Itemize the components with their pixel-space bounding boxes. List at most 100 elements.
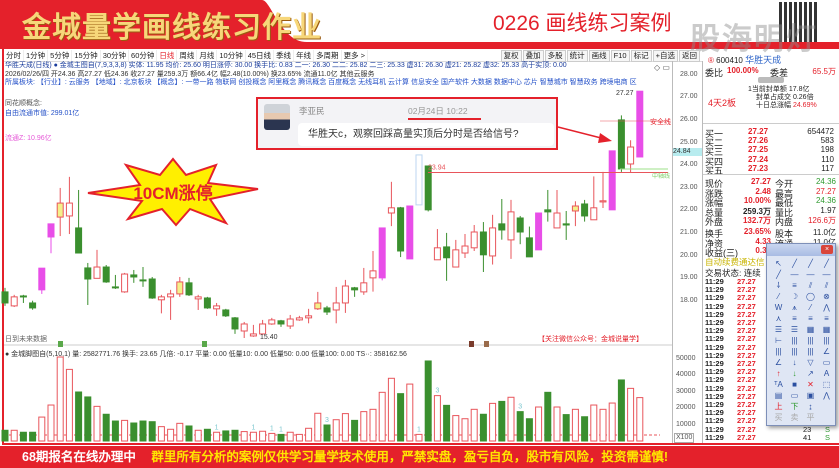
line-icon[interactable]: ╱ (792, 259, 797, 268)
delete-icon[interactable]: ✕ (807, 380, 814, 389)
toolbar-button-0[interactable]: 复权 (500, 50, 522, 62)
hray-icon[interactable]: — (822, 270, 831, 279)
golden-line-icon[interactable]: ☰ (790, 325, 799, 334)
percent-line-icon[interactable]: ☰ (774, 325, 783, 334)
rectangle-icon[interactable]: ▭ (822, 358, 831, 367)
ellipse-icon[interactable]: ⊗ (823, 292, 830, 301)
slant-line-icon[interactable]: ╱ (776, 270, 781, 279)
tab-7[interactable]: 周线 (177, 50, 198, 61)
hide-icon[interactable]: ⬚ (822, 380, 831, 389)
renewal-ad[interactable]: 自动续费通达信 (705, 257, 765, 267)
toolbar-button-5[interactable]: F10 (610, 50, 630, 62)
angle-icon[interactable]: ∠ (822, 347, 831, 356)
tab-8[interactable]: 月线 (197, 50, 218, 61)
hline-icon[interactable]: — (790, 270, 799, 279)
tab-0[interactable]: 分时 (4, 50, 24, 61)
toolbar-button-3[interactable]: 统计 (566, 50, 588, 62)
candle-body (10, 296, 18, 307)
both-tag-icon[interactable]: ↨ (808, 402, 813, 411)
buy-icon[interactable]: 买 (774, 413, 783, 422)
time-zone-icon[interactable]: ||| (775, 347, 782, 356)
tab-2[interactable]: 5分钟 (48, 50, 73, 61)
channel-icon[interactable]: ⫽ (824, 281, 829, 290)
close-icon[interactable]: × (821, 245, 833, 254)
candle-body (176, 281, 184, 295)
fib-time-icon[interactable]: ||| (807, 336, 814, 345)
parallel-icon[interactable]: ⫽ (808, 281, 813, 290)
tab-9[interactable]: 10分钟 (217, 50, 246, 61)
fib-arc-icon[interactable]: ≡ (824, 314, 829, 323)
diamond-icon[interactable]: ◇ ▭ (654, 63, 670, 72)
picture-icon[interactable]: ▣ (806, 391, 815, 400)
text-box-icon[interactable]: ᵀA (774, 380, 783, 389)
trend-icon[interactable]: ⁄ (809, 303, 812, 312)
segment-icon[interactable]: ╱ (824, 259, 829, 268)
toolbar-button-7[interactable]: +自选 (652, 50, 678, 62)
grid2-icon[interactable]: ▦ (822, 325, 831, 334)
fill-icon[interactable]: ■ (792, 380, 797, 389)
tab-1[interactable]: 1分钟 (24, 50, 49, 61)
tab-4[interactable]: 30分钟 (101, 50, 130, 61)
arc-icon[interactable]: ☽ (790, 292, 799, 301)
tab-10[interactable]: 45日线 (246, 50, 275, 61)
measure-icon[interactable]: ⊢ (775, 336, 782, 345)
volume-bar (130, 422, 138, 442)
tab-6[interactable]: 日线 (157, 50, 178, 61)
hsegment-icon[interactable]: — (806, 270, 815, 279)
toolbar-button-1[interactable]: 叠加 (522, 50, 544, 62)
speed-line-icon[interactable]: ∠ (774, 358, 783, 367)
circle-icon[interactable]: ◯ (806, 292, 815, 301)
fib-retrace-icon[interactable]: ≡ (792, 314, 797, 323)
toolbar-button-4[interactable]: 画线 (588, 50, 610, 62)
vline-icon[interactable]: ⸸ (776, 281, 781, 290)
watermark: 股海明灯 (690, 23, 818, 56)
ray-icon[interactable]: ╱ (808, 259, 813, 268)
candle-body (130, 274, 138, 278)
volume-bar (617, 379, 625, 442)
flat-icon[interactable]: 平 (806, 413, 815, 422)
up-mark-icon[interactable]: ↑ (776, 369, 781, 378)
zigzag-icon[interactable]: ⋀ (823, 303, 830, 312)
down-arrow-icon[interactable]: ↓ (792, 358, 797, 367)
price-label-icon[interactable]: ≡ (792, 281, 797, 290)
time-zone3-icon[interactable]: ||| (807, 347, 814, 356)
note-icon[interactable]: ▤ (774, 391, 783, 400)
toolbar-button-8[interactable]: 返回 (679, 50, 700, 62)
text-icon[interactable]: A (823, 369, 830, 378)
arrow-line-icon[interactable]: ⁄ (777, 292, 780, 301)
fib-fan-icon[interactable]: ≡ (808, 314, 813, 323)
volume-bar (231, 429, 239, 442)
tab-11[interactable]: 季线 (274, 50, 295, 61)
time-zone2-icon[interactable]: ||| (791, 347, 798, 356)
sell-icon[interactable]: 卖 (790, 413, 799, 422)
arrow-mark-icon[interactable]: ↗ (807, 369, 814, 378)
drawing-toolbox[interactable]: × ↖ ╱ ╱ ╱ ╱ — — — ⸸ ≡ ⫽ ⫽ ⁄ ☽ ◯ ⊗ W ⩚ ⁄ ⋀ ⋏ ≡ ≡ ≡ ☰ ☰ ▦ ▦ ⊢ ||| ||| |||… (766, 243, 836, 426)
grid-icon[interactable]: ▦ (806, 325, 815, 334)
down-mark-icon[interactable]: ↓ (792, 369, 797, 378)
blank-icon[interactable] (819, 401, 834, 412)
volume-bar (19, 431, 27, 442)
tab-12[interactable]: 年线 (294, 50, 315, 61)
collapse-button[interactable] (758, 77, 784, 83)
cycle-icon[interactable]: ||| (823, 336, 830, 345)
toolbox-titlebar[interactable] (767, 244, 835, 256)
tab-14[interactable]: 更多 > (342, 50, 369, 61)
up-tag-icon[interactable]: 上 (774, 402, 783, 411)
tab-5[interactable]: 60分钟 (129, 50, 158, 61)
box-icon[interactable]: ▭ (790, 391, 799, 400)
candle-body (194, 296, 202, 300)
peak-icon[interactable]: ⋀ (823, 391, 830, 400)
gann-icon[interactable]: ⋏ (775, 314, 782, 323)
cursor-icon[interactable]: ↖ (775, 259, 782, 268)
period-icon[interactable]: ||| (791, 336, 798, 345)
wave-icon[interactable]: W (774, 303, 783, 312)
tab-3[interactable]: 15分钟 (72, 50, 101, 61)
toolbar-button-6[interactable]: 标记 (630, 50, 652, 62)
pitchfork-icon[interactable]: ⩚ (792, 303, 797, 312)
toolbar-button-2[interactable]: 多股 (544, 50, 566, 62)
down-tag-icon[interactable]: 下 (790, 402, 799, 411)
tab-13[interactable]: 多周期 (314, 50, 342, 61)
triangle-icon[interactable]: ▽ (807, 358, 814, 367)
price-tick: 25.00 (680, 138, 698, 146)
